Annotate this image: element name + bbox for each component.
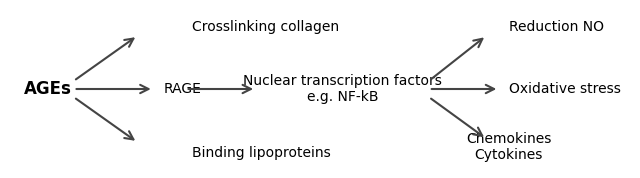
Text: Crosslinking collagen: Crosslinking collagen <box>192 20 339 34</box>
Text: Binding lipoproteins: Binding lipoproteins <box>192 146 331 160</box>
Text: Nuclear transcription factors
e.g. NF-kB: Nuclear transcription factors e.g. NF-kB <box>243 74 442 104</box>
Text: Oxidative stress: Oxidative stress <box>509 82 621 96</box>
Text: RAGE: RAGE <box>163 82 201 96</box>
Text: Chemokines
Cytokines: Chemokines Cytokines <box>466 132 552 162</box>
Text: AGEs: AGEs <box>24 80 72 98</box>
Text: Reduction NO: Reduction NO <box>509 20 604 34</box>
